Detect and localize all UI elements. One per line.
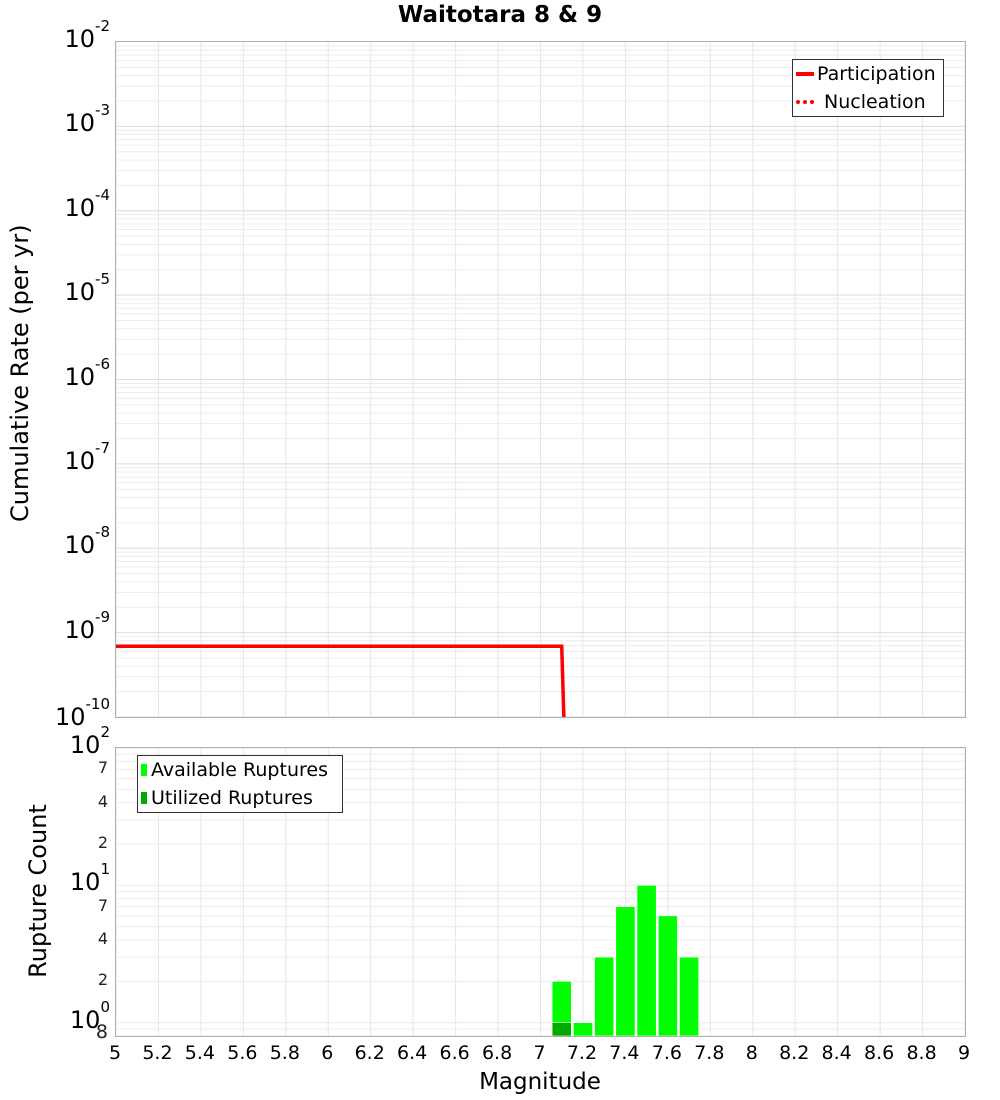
x-tick-label: 6.4 (397, 1042, 428, 1064)
x-tick-label: 9 (957, 1042, 971, 1064)
bottom-y-axis-label: Rupture Count (24, 804, 52, 978)
x-tick-label: 7.2 (566, 1042, 598, 1064)
solid-line-icon (796, 72, 814, 76)
y-tick-label: 10-6 (64, 354, 110, 391)
x-tick-label: 6.6 (439, 1042, 470, 1064)
x-tick-label: 5.4 (184, 1042, 215, 1064)
y-tick-label: 10-10 (54, 695, 110, 731)
x-tick-label: 8.4 (821, 1042, 852, 1064)
y-minor-tick-label: 7 (97, 895, 108, 915)
legend-available: Available Ruptures (138, 756, 342, 784)
y-minor-tick-label: 7 (97, 758, 108, 778)
y-minor-tick-label: 8 (95, 1021, 108, 1043)
chart-title: Waitotara 8 & 9 (397, 2, 603, 28)
rate-curve-plot (116, 42, 965, 717)
top-legend: Participation Nucleation (792, 59, 944, 117)
x-tick-label: 5.6 (227, 1042, 258, 1064)
bottom-plot-area: Available Ruptures Utilized Ruptures (115, 747, 966, 1037)
histogram-bar (615, 906, 636, 1036)
participation-line (116, 644, 566, 717)
y-tick-label: 10-9 (64, 607, 110, 644)
nucleation-line (116, 644, 566, 717)
histogram-bar (551, 981, 572, 1036)
x-tick-label: 8.6 (863, 1042, 895, 1064)
x-tick-label: 8 (745, 1042, 758, 1064)
legend-nucleation: Nucleation (793, 88, 943, 116)
y-minor-tick-label: 4 (97, 929, 108, 948)
y-tick-label: 100 (69, 997, 110, 1034)
y-minor-tick-label: 2 (97, 970, 108, 990)
x-tick-label: 5.8 (269, 1042, 300, 1064)
dotted-line-icon (796, 100, 814, 104)
bottom-legend: Available Ruptures Utilized Ruptures (137, 755, 343, 813)
histogram-bar (679, 956, 699, 1036)
y-minor-tick-label: 2 (97, 833, 108, 852)
y-tick-label: 10-8 (64, 523, 110, 560)
y-tick-label: 10-7 (64, 438, 110, 475)
green-swatch-icon (141, 764, 147, 776)
y-tick-label: 10-4 (64, 185, 110, 222)
dark-green-swatch-icon (141, 792, 147, 804)
x-tick-label: 7.6 (651, 1042, 682, 1064)
x-tick-label: 7 (533, 1042, 546, 1064)
y-minor-tick-label: 4 (97, 791, 108, 811)
histogram-bar (657, 915, 678, 1036)
top-plot-area: Participation Nucleation (115, 41, 966, 718)
x-tick-label: 7.8 (694, 1042, 725, 1064)
legend-utilized: Utilized Ruptures (138, 784, 342, 812)
x-tick-label: 8.2 (779, 1042, 810, 1064)
y-tick-label: 101 (69, 860, 110, 897)
y-tick-label: 102 (69, 723, 110, 759)
x-tick-label: 5.2 (142, 1042, 173, 1064)
histogram-bar (551, 1022, 572, 1036)
top-y-axis-label: Cumulative Rate (per yr) (6, 224, 34, 522)
histogram-bar (636, 885, 657, 1036)
x-tick-label: 6.2 (354, 1042, 385, 1064)
x-tick-label: 5 (108, 1042, 122, 1064)
legend-participation: Participation (793, 60, 943, 88)
histogram-bar (594, 956, 615, 1036)
histogram-bar (573, 1022, 593, 1036)
y-tick-label: 10-3 (64, 101, 110, 138)
x-tick-label: 7.4 (609, 1042, 640, 1064)
x-tick-label: 8.8 (906, 1042, 937, 1064)
x-tick-label: 6.8 (481, 1042, 513, 1064)
y-tick-label: 10-5 (64, 270, 110, 307)
x-tick-label: 6 (321, 1042, 334, 1064)
y-tick-label: 10-2 (64, 17, 110, 53)
x-axis-label: Magnitude (479, 1069, 601, 1095)
